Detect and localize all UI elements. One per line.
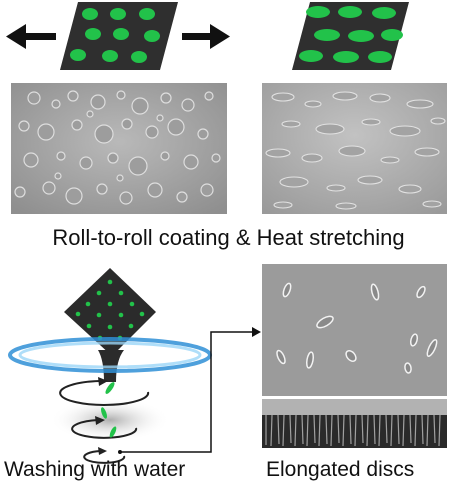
caption-roll-to-roll: Roll-to-roll coating & Heat stretching — [52, 225, 405, 250]
film-dots — [70, 8, 160, 63]
released-discs — [101, 382, 117, 438]
left-arrow-icon — [6, 24, 56, 49]
sem-image-circular-pores — [11, 83, 227, 214]
rotation-arrow-icon — [59, 380, 150, 464]
sem-image-discs-top — [262, 264, 447, 396]
connector-arrow-icon — [118, 327, 261, 454]
swirl-shadow — [50, 398, 170, 442]
right-arrow-icon — [182, 24, 230, 49]
water-ring — [8, 337, 212, 373]
film-stretched — [292, 2, 409, 70]
caption-washing: Washing with water — [4, 458, 186, 481]
sem-image-cross-section — [262, 399, 447, 448]
washing-illustration — [8, 268, 212, 464]
film-unstretched — [60, 2, 178, 70]
caption-elongated-discs: Elongated discs — [266, 458, 415, 481]
film-dots-elongated — [299, 6, 403, 63]
sem-image-elongated-pores — [262, 83, 447, 214]
tilted-film — [64, 268, 156, 356]
